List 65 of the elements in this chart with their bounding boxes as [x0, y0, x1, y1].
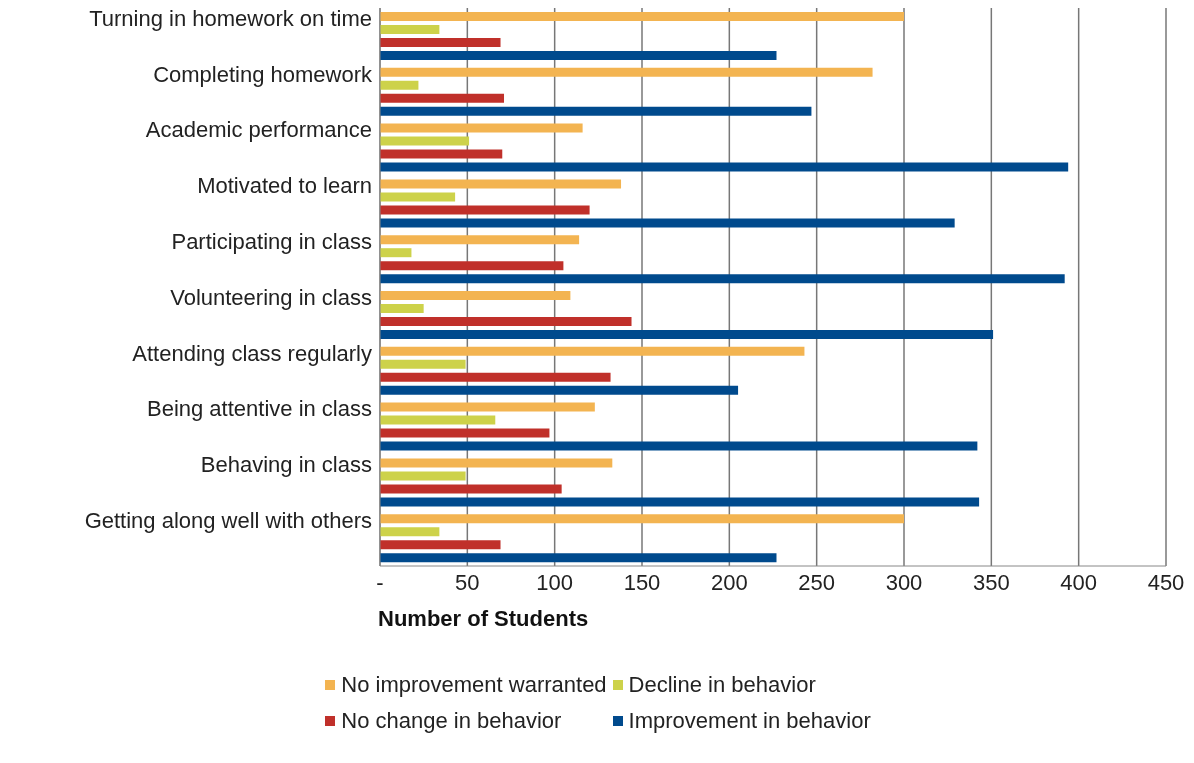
- bar: [380, 179, 622, 189]
- bar: [380, 248, 412, 258]
- bar: [380, 136, 470, 146]
- bar: [380, 149, 503, 159]
- bar: [380, 385, 739, 395]
- x-tick-label: 450: [1147, 569, 1185, 595]
- bar: [380, 471, 466, 481]
- x-tick-label: 150: [623, 569, 661, 595]
- legend-label: No improvement warranted: [341, 672, 607, 698]
- bar: [380, 205, 590, 215]
- bar: [380, 192, 456, 202]
- bar: [380, 484, 562, 494]
- x-tick-label: 400: [1060, 569, 1098, 595]
- y-tick-label: Participating in class: [171, 228, 372, 254]
- bar: [380, 304, 424, 313]
- bar: [380, 235, 580, 245]
- bar: [380, 123, 583, 133]
- bar: [380, 441, 978, 451]
- bar: [380, 218, 955, 228]
- bar: [380, 497, 980, 507]
- bar: [380, 540, 501, 550]
- bar: [380, 317, 632, 326]
- bar: [380, 67, 873, 77]
- x-tick-label: 350: [972, 569, 1010, 595]
- bar: [380, 51, 777, 60]
- x-tick-label: 300: [885, 569, 923, 595]
- y-tick-label: Volunteering in class: [170, 284, 372, 310]
- bar: [380, 330, 994, 339]
- legend-label: Decline in behavior: [628, 672, 816, 698]
- x-axis-title: Number of Students: [378, 606, 589, 631]
- x-tick-label: -: [376, 569, 384, 595]
- y-tick-label: Behaving in class: [200, 452, 372, 478]
- x-tick-label: 100: [536, 569, 574, 595]
- bar: [380, 162, 1069, 172]
- x-tick-label: 250: [798, 569, 836, 595]
- bar: [380, 38, 501, 47]
- bar: [380, 106, 812, 116]
- bar: [380, 415, 496, 425]
- bar: [380, 291, 571, 300]
- bar: [380, 458, 613, 468]
- y-tick-label: Motivated to learn: [197, 173, 372, 199]
- bar: [380, 428, 550, 438]
- bar: [380, 274, 1065, 284]
- y-tick-label: Getting along well with others: [84, 507, 372, 533]
- bar: [380, 527, 440, 537]
- y-tick-label: Turning in homework on time: [89, 5, 372, 31]
- x-tick-label: 50: [455, 569, 480, 595]
- y-tick-label: Being attentive in class: [146, 396, 372, 422]
- bar: [380, 12, 904, 21]
- y-tick-label: Completing homework: [153, 61, 373, 87]
- bar: [380, 93, 505, 103]
- y-tick-label: Academic performance: [145, 117, 372, 143]
- bar: [380, 514, 904, 524]
- bar: [380, 346, 805, 356]
- bar: [380, 80, 419, 90]
- x-tick-label: 200: [710, 569, 748, 595]
- bar: [380, 359, 466, 369]
- bar: [380, 25, 440, 34]
- bar: [380, 261, 564, 271]
- legend-label: No change in behavior: [341, 708, 562, 734]
- bar: [380, 402, 595, 412]
- y-tick-label: Attending class regularly: [132, 340, 372, 366]
- bar: [380, 372, 611, 382]
- bar: [380, 553, 777, 563]
- legend-label: Improvement in behavior: [628, 708, 871, 734]
